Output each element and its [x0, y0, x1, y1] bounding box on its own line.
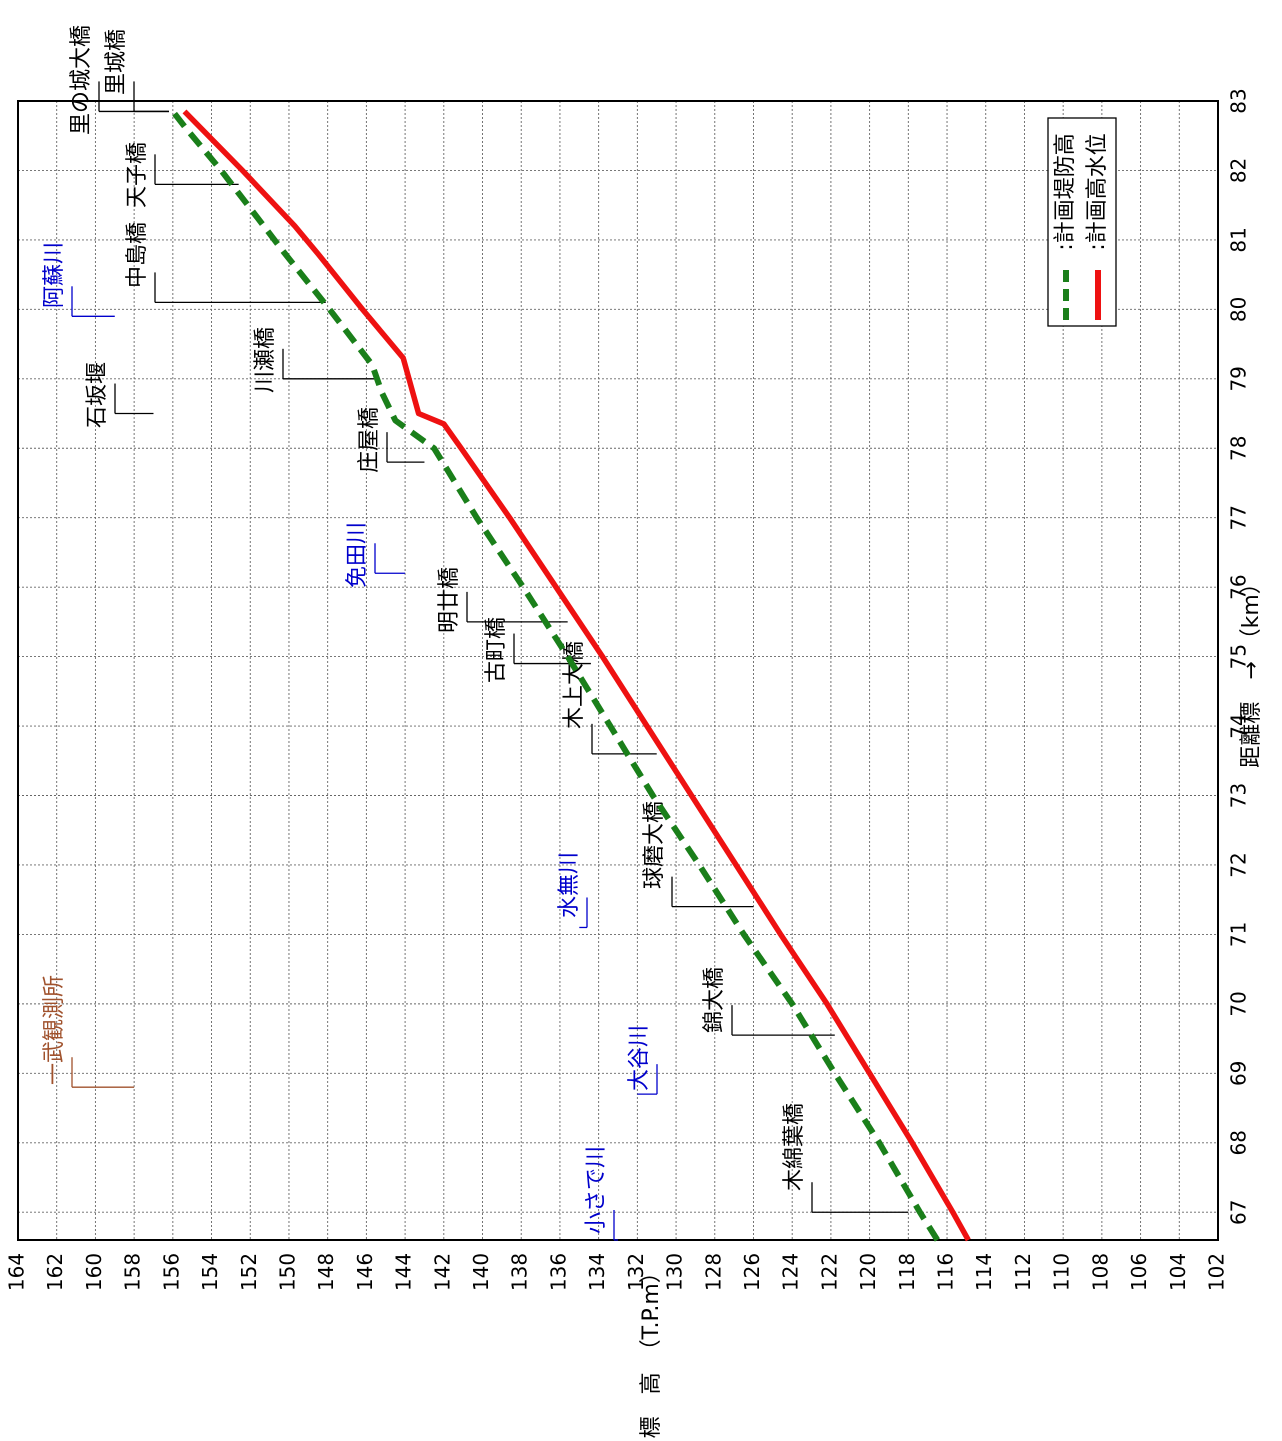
y-tick-label: 136	[546, 1253, 570, 1291]
y-tick-label: 126	[740, 1253, 764, 1291]
y-tick-labels: 102 104 106 108 110 112 114 116 118 120 122 124 126 1…	[5, 1253, 1229, 1291]
x-tick-label: 80	[1227, 297, 1251, 322]
annotation-label: 天子橋	[125, 142, 150, 208]
annotation-label: 明廿橋	[437, 567, 462, 633]
annotation-label: 庄屋橋	[357, 407, 382, 473]
y-tick-label: 104	[1166, 1253, 1190, 1291]
y-tick-label: 134	[585, 1253, 609, 1291]
y-tick-label: 140	[469, 1253, 493, 1291]
annotation-label: 里の城大橋	[69, 25, 94, 135]
x-tick-label: 74	[1227, 713, 1251, 738]
y-tick-label: 110	[1050, 1253, 1074, 1291]
y-tick-label: 116	[934, 1253, 958, 1291]
x-tick-label: 70	[1227, 991, 1251, 1016]
annotation-label: 川瀬橋	[253, 327, 278, 393]
y-tick-label: 132	[624, 1253, 648, 1291]
y-tick-label: 150	[275, 1253, 299, 1291]
x-tick-label: 76	[1227, 574, 1251, 599]
y-tick-label: 142	[430, 1253, 454, 1291]
annotation-label: 水無川	[557, 852, 582, 918]
legend-label: :計画高水位	[1085, 133, 1110, 250]
series-lines	[170, 109, 971, 1242]
y-tick-label: 108	[1088, 1253, 1112, 1291]
annotation-label: 錦大橋	[702, 967, 727, 1033]
x-tick-label: 67	[1227, 1199, 1251, 1224]
y-tick-label: 156	[159, 1253, 183, 1291]
x-tick-label: 82	[1227, 158, 1251, 183]
annotation-label: 石坂堰	[85, 362, 110, 428]
plot-frame	[17, 100, 1219, 1241]
x-tick-label: 81	[1227, 227, 1251, 252]
annotation-label: 大谷川	[627, 1025, 652, 1091]
y-tick-label: 120	[856, 1253, 880, 1291]
y-tick-label: 124	[779, 1253, 803, 1291]
y-tick-label: 154	[198, 1253, 222, 1291]
x-tick-label: 83	[1227, 88, 1251, 113]
y-tick-label: 152	[237, 1253, 261, 1291]
annotation-label: 阿蘇川	[42, 242, 67, 308]
y-tick-label: 158	[121, 1253, 145, 1291]
annotation-label: 免田川	[345, 522, 370, 588]
x-tick-labels: 67 68 69 70 71 72 73 74 75 76 77 78 79 80 81 82 83	[1227, 88, 1251, 1225]
y-tick-label: 144	[392, 1253, 416, 1291]
x-axis-label: 距離標 → （km）	[1239, 572, 1264, 768]
x-tick-label: 77	[1227, 505, 1251, 530]
x-tick-label: 75	[1227, 644, 1251, 669]
y-tick-label: 148	[314, 1253, 338, 1291]
annotation-label: 里城橋	[104, 29, 129, 95]
y-tick-label: 114	[972, 1253, 996, 1291]
y-tick-label: 128	[701, 1253, 725, 1291]
y-tick-label: 146	[353, 1253, 377, 1291]
x-tick-label: 71	[1227, 922, 1251, 947]
y-tick-label: 162	[43, 1253, 67, 1291]
annotation-label: 中島橋	[125, 222, 150, 288]
y-tick-label: 160	[82, 1253, 106, 1291]
grid-lines	[18, 101, 1218, 1240]
y-tick-label: 164	[5, 1253, 29, 1291]
y-tick-label: 122	[817, 1253, 841, 1291]
y-tick-label: 138	[508, 1253, 532, 1291]
y-tick-label: 118	[895, 1253, 919, 1291]
y-tick-label: 102	[1205, 1253, 1229, 1291]
y-tick-label: 130	[663, 1253, 687, 1291]
legend-box	[1047, 117, 1117, 327]
y-axis-label: ↑ 標 高 （T.P.m）	[639, 1261, 664, 1441]
y-tick-label: 106	[1127, 1253, 1151, 1291]
series-high-water-level	[182, 109, 971, 1242]
series-levee-height	[170, 109, 940, 1242]
x-tick-label: 73	[1227, 783, 1251, 808]
y-tick-label: 112	[1011, 1253, 1035, 1291]
legend-label: :計画堤防高	[1053, 133, 1078, 250]
x-tick-label: 72	[1227, 852, 1251, 877]
x-tick-label: 68	[1227, 1130, 1251, 1155]
annotation-label: 古町橋	[484, 617, 509, 683]
annotation-label: 小さで川	[584, 1146, 609, 1234]
legend: :計画堤防高 :計画高水位	[1047, 117, 1117, 327]
annotation-label: 一武観測所	[42, 975, 67, 1085]
x-tick-label: 79	[1227, 366, 1251, 391]
x-tick-label: 69	[1227, 1061, 1251, 1086]
annotation-label: 木綿葉橋	[782, 1103, 807, 1191]
x-tick-label: 78	[1227, 436, 1251, 461]
